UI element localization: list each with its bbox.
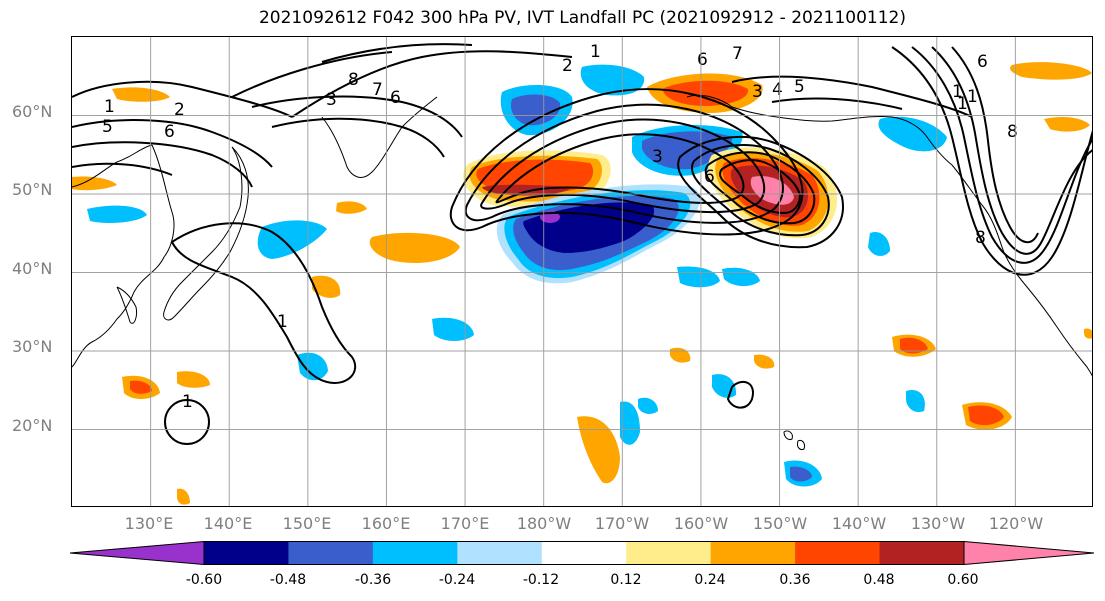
colorbar-tick: -0.24 xyxy=(438,572,476,588)
contour-label: 6 xyxy=(390,88,401,108)
contour-label: 3 xyxy=(752,82,763,102)
contour-label: 1 xyxy=(182,392,193,412)
colorbar-segment xyxy=(457,541,543,565)
lon-label: 150°W xyxy=(752,514,808,533)
colorbar xyxy=(70,541,1095,565)
contour-label: 1 xyxy=(277,312,288,332)
gridlines xyxy=(72,37,1092,506)
colorbar-segment xyxy=(964,541,1094,565)
contour-label: 6 xyxy=(704,167,715,187)
pv-shading xyxy=(72,62,1092,505)
contour-label: 6 xyxy=(697,50,708,70)
lon-label: 150°E xyxy=(282,514,332,533)
contour-label: 8 xyxy=(975,228,986,248)
contour-label: 3 xyxy=(652,147,663,167)
colorbar-segment xyxy=(795,541,881,565)
colorbar-tick: -0.60 xyxy=(185,572,223,588)
contour-label: 1 xyxy=(952,82,963,102)
colorbar-tick: 0.12 xyxy=(610,572,642,588)
lon-label: 140°W xyxy=(831,514,887,533)
lon-label: 140°E xyxy=(203,514,253,533)
lon-label: 160°W xyxy=(673,514,729,533)
coastlines xyxy=(72,94,1092,450)
lon-label: 170°W xyxy=(594,514,650,533)
lat-label: 60°N xyxy=(12,102,53,121)
contour-label: 1 xyxy=(590,42,601,62)
colorbar-segment xyxy=(372,541,458,565)
contour-label: 7 xyxy=(372,80,383,100)
colorbar-tick: -0.36 xyxy=(354,572,392,588)
contour-label: 1 xyxy=(967,87,978,107)
contour-label: 5 xyxy=(794,77,805,97)
colorbar-tick: -0.48 xyxy=(269,572,307,588)
lon-label: 130°E xyxy=(124,514,174,533)
colorbar-tick: 0.48 xyxy=(863,572,895,588)
lat-label: 20°N xyxy=(12,416,53,435)
contour-label: 3 xyxy=(326,90,337,110)
colorbar-tick: -0.12 xyxy=(522,572,560,588)
colorbar-tick: 0.24 xyxy=(694,572,726,588)
contour-label: 2 xyxy=(562,56,573,76)
contour-label: 6 xyxy=(977,52,988,72)
contour-label: 8 xyxy=(348,70,359,90)
contour-label: 7 xyxy=(732,44,743,64)
lat-label: 50°N xyxy=(12,180,53,199)
chart-title: 2021092612 F042 300 hPa PV, IVT Landfall… xyxy=(258,8,906,28)
contour-labels: 1 2 5 6 8 7 3 6 2 1 6 7 3 4 5 3 6 1 6 1 … xyxy=(102,42,1018,412)
lon-label: 120°W xyxy=(988,514,1044,533)
lon-label: 130°W xyxy=(910,514,966,533)
colorbar-tick: 0.60 xyxy=(947,572,979,588)
map-panel: 1 2 5 6 8 7 3 6 2 1 6 7 3 4 5 3 6 1 6 1 … xyxy=(71,36,1093,507)
contour-label: 8 xyxy=(1007,122,1018,142)
lat-label: 40°N xyxy=(12,259,53,278)
lon-label: 170°E xyxy=(440,514,490,533)
colorbar-segment xyxy=(626,541,712,565)
colorbar-segment xyxy=(710,541,796,565)
lon-label: 160°E xyxy=(361,514,411,533)
contour-label: 2 xyxy=(174,100,185,120)
colorbar-segment xyxy=(70,541,204,565)
map-canvas: 1 2 5 6 8 7 3 6 2 1 6 7 3 4 5 3 6 1 6 1 … xyxy=(72,37,1092,506)
lon-label: 180°W xyxy=(516,514,572,533)
contour-label: 1 xyxy=(957,94,968,114)
colorbar-segment xyxy=(879,541,965,565)
contour-label: 6 xyxy=(164,122,175,142)
contour-label: 5 xyxy=(102,117,113,137)
lat-label: 30°N xyxy=(12,337,53,356)
contour-label: 4 xyxy=(772,80,783,100)
colorbar-segment xyxy=(204,541,289,565)
contour-label: 1 xyxy=(104,97,115,117)
colorbar-tick: 0.36 xyxy=(779,572,811,588)
colorbar-segment xyxy=(288,541,374,565)
colorbar-segment xyxy=(541,541,627,565)
